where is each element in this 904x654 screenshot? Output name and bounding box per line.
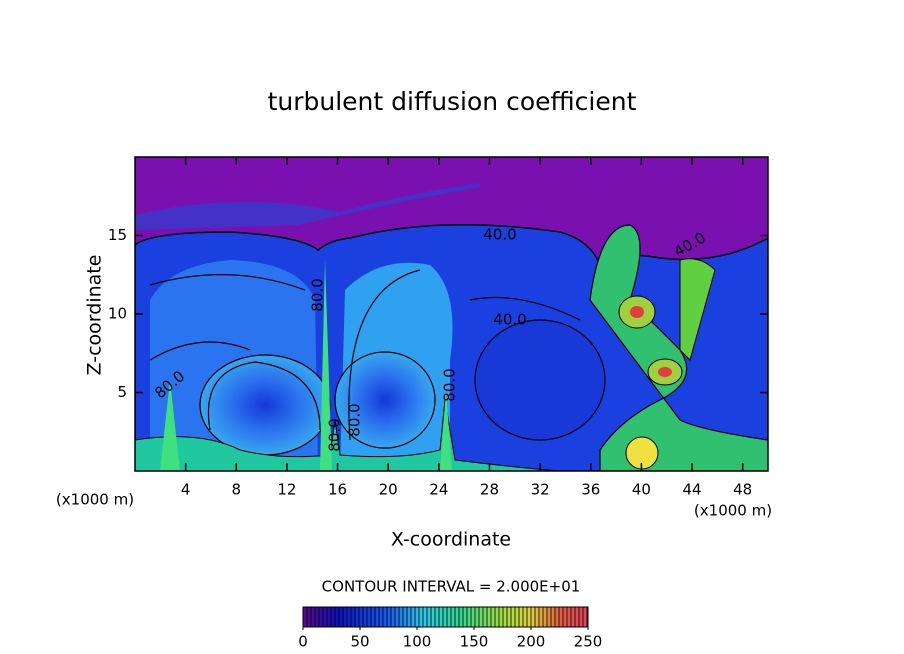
colorbar-frame	[302, 606, 589, 628]
x-tick-label: 40	[632, 481, 651, 499]
x-tick-label: 8	[232, 481, 242, 499]
field-vortex	[630, 306, 644, 318]
field-streak	[135, 183, 480, 230]
x-tick-label: 44	[682, 481, 701, 499]
contour-label: 40.0	[493, 311, 526, 329]
field-region	[135, 399, 561, 471]
y-unit-label: (x1000 m)	[56, 491, 134, 509]
field-vortex	[658, 367, 672, 377]
colorbar-tick-label: 200	[517, 633, 546, 651]
chart-title: turbulent diffusion coefficient	[268, 87, 637, 116]
y-tick-label: 10	[108, 305, 127, 323]
colorbar-tick-label: 50	[350, 633, 369, 651]
x-tick-label: 32	[531, 481, 550, 499]
contour-field	[135, 157, 768, 471]
colorbar-tick-label: 150	[460, 633, 489, 651]
field-vortex	[334, 351, 436, 449]
contour-interval: CONTOUR INTERVAL = 2.000E+01	[322, 578, 581, 596]
field-region	[589, 224, 768, 471]
x-tick-label: 24	[429, 481, 448, 499]
colorbar-tick-label: 250	[574, 633, 603, 651]
colorbar-tick-label: 0	[298, 633, 308, 651]
field-vortex	[474, 319, 606, 441]
x-tick-label: 4	[181, 481, 191, 499]
x-axis-label: X-coordinate	[391, 529, 511, 551]
x-tick-label: 36	[581, 481, 600, 499]
y-tick-label: 5	[117, 383, 127, 401]
contour-line	[149, 269, 581, 441]
x-tick-label: 12	[277, 481, 296, 499]
x-unit-label: (x1000 m)	[694, 502, 772, 520]
contour-label: 40.0	[483, 226, 516, 244]
y-tick-label: 15	[108, 226, 127, 244]
x-tick-label: 28	[480, 481, 499, 499]
contour-label: 80.0	[441, 368, 459, 401]
contour-label: 80.0	[309, 278, 327, 311]
x-tick-label: 16	[328, 481, 347, 499]
colorbar	[303, 607, 588, 627]
x-tick-label: 48	[733, 481, 752, 499]
field-region	[679, 258, 716, 361]
y-axis-label: Z-coordinate	[84, 255, 106, 376]
field-vortex	[199, 354, 331, 456]
colorbar-tick-label: 100	[403, 633, 432, 651]
x-tick-label: 20	[379, 481, 398, 499]
contour-label: 80.0	[326, 418, 344, 451]
contour-label: 80.0	[346, 403, 364, 436]
